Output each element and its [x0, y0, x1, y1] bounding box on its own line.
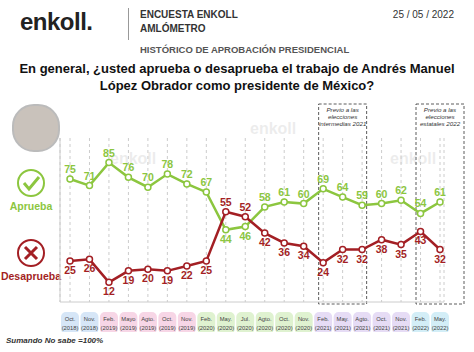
svg-text:Nov.: Nov. [84, 316, 96, 322]
svg-text:32: 32 [356, 253, 368, 265]
svg-text:61: 61 [278, 186, 290, 198]
svg-text:Jul.: Jul. [241, 316, 250, 322]
svg-text:71: 71 [84, 170, 96, 182]
svg-text:Previo a las: Previo a las [326, 106, 358, 113]
svg-text:May.: May. [220, 316, 233, 322]
svg-text:(2021): (2021) [354, 325, 371, 331]
svg-text:Oct.: Oct. [279, 316, 290, 322]
svg-text:67: 67 [200, 176, 212, 188]
svg-text:36: 36 [278, 246, 290, 258]
svg-text:Agto.: Agto. [355, 316, 369, 322]
svg-text:64: 64 [337, 181, 349, 193]
svg-text:elecciones: elecciones [425, 113, 454, 120]
svg-text:22: 22 [181, 269, 193, 281]
svg-text:(2022): (2022) [432, 325, 449, 331]
svg-text:35: 35 [395, 248, 407, 260]
svg-text:78: 78 [162, 158, 174, 170]
svg-text:60: 60 [298, 188, 310, 200]
svg-text:62: 62 [395, 184, 407, 196]
svg-text:(2021): (2021) [315, 325, 332, 331]
svg-text:(2019): (2019) [120, 325, 137, 331]
svg-text:Previo a las: Previo a las [424, 106, 456, 113]
svg-text:44: 44 [220, 233, 232, 245]
svg-text:(2019): (2019) [101, 325, 118, 331]
svg-text:Oct.: Oct. [65, 316, 76, 322]
svg-text:(2020): (2020) [217, 325, 234, 331]
svg-text:75: 75 [64, 163, 76, 175]
svg-text:72: 72 [181, 168, 193, 180]
svg-text:61: 61 [434, 186, 446, 198]
svg-text:(2020): (2020) [295, 325, 312, 331]
svg-text:(2020): (2020) [198, 325, 215, 331]
svg-text:Feb.: Feb. [201, 316, 213, 322]
svg-text:69: 69 [317, 173, 329, 185]
svg-text:85: 85 [103, 147, 115, 159]
svg-text:32: 32 [337, 253, 349, 265]
svg-text:(2018): (2018) [62, 325, 79, 331]
svg-text:43: 43 [415, 234, 427, 246]
svg-text:(2021): (2021) [334, 325, 351, 331]
svg-text:intermedias 2021: intermedias 2021 [319, 120, 366, 127]
svg-text:12: 12 [103, 285, 115, 297]
svg-text:34: 34 [298, 249, 310, 261]
svg-text:Oct.: Oct. [162, 316, 173, 322]
svg-text:(2021): (2021) [373, 325, 390, 331]
svg-text:58: 58 [259, 191, 271, 203]
svg-text:76: 76 [123, 161, 135, 173]
svg-text:Feb.: Feb. [415, 316, 427, 322]
svg-text:55: 55 [220, 196, 232, 208]
svg-text:(2019): (2019) [140, 325, 157, 331]
svg-text:May.: May. [434, 316, 447, 322]
svg-text:42: 42 [259, 236, 271, 248]
svg-text:54: 54 [415, 197, 427, 209]
svg-text:19: 19 [162, 274, 174, 286]
svg-text:Mayo: Mayo [121, 316, 135, 322]
svg-text:19: 19 [123, 274, 135, 286]
svg-text:25: 25 [64, 264, 76, 276]
svg-text:26: 26 [84, 262, 96, 274]
svg-text:Feb.: Feb. [317, 316, 329, 322]
svg-text:Agto.: Agto. [141, 316, 155, 322]
svg-text:Nov.: Nov. [395, 316, 407, 322]
svg-text:elecciones: elecciones [328, 113, 357, 120]
svg-text:32: 32 [434, 253, 446, 265]
svg-text:Nov.: Nov. [181, 316, 193, 322]
svg-text:Feb.: Feb. [103, 316, 115, 322]
svg-text:59: 59 [356, 189, 368, 201]
svg-text:38: 38 [376, 243, 388, 255]
svg-text:(2018): (2018) [81, 325, 98, 331]
svg-text:52: 52 [239, 201, 251, 213]
svg-text:May.: May. [337, 316, 350, 322]
svg-text:(2020): (2020) [276, 325, 293, 331]
svg-text:70: 70 [142, 171, 154, 183]
svg-text:25: 25 [200, 264, 212, 276]
svg-text:(2022): (2022) [412, 325, 429, 331]
svg-text:(2020): (2020) [256, 325, 273, 331]
svg-text:(2021): (2021) [393, 325, 410, 331]
svg-text:Oct.: Oct. [376, 316, 387, 322]
svg-text:Agto.: Agto. [258, 316, 272, 322]
svg-text:(2019): (2019) [159, 325, 176, 331]
svg-text:Nov.: Nov. [298, 316, 310, 322]
svg-text:20: 20 [142, 272, 154, 284]
svg-text:46: 46 [239, 230, 251, 242]
svg-text:(2019): (2019) [178, 325, 195, 331]
svg-text:24: 24 [317, 266, 329, 278]
svg-text:60: 60 [376, 188, 388, 200]
svg-text:(2020): (2020) [237, 325, 254, 331]
svg-text:estatales 2022: estatales 2022 [420, 120, 461, 127]
